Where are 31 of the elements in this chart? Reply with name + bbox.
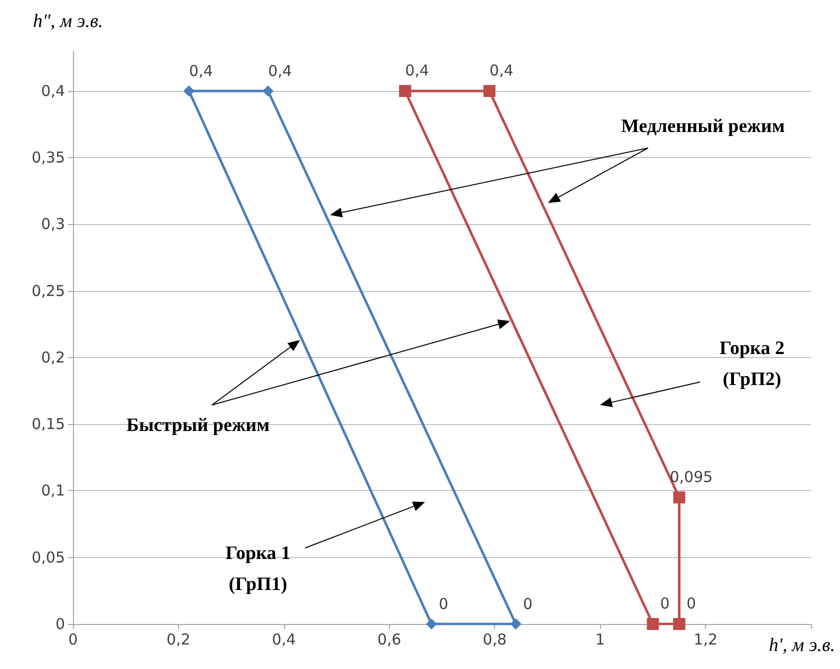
- y-tick-label: 0,25: [32, 282, 65, 300]
- data-label: 0: [523, 595, 533, 613]
- y-tick-label: 0,3: [41, 215, 65, 234]
- data-label: 0: [438, 595, 448, 613]
- data-label: 0,4: [268, 62, 292, 80]
- x-tick-label: 1: [595, 630, 605, 648]
- x-tick-label: 1,2: [694, 630, 718, 648]
- data-label: 0,095: [670, 468, 713, 486]
- y-tick-label: 0,2: [41, 348, 65, 366]
- x-tick-label: 0: [68, 630, 78, 648]
- data-label: 0: [686, 594, 696, 612]
- x-tick-label: 0,2: [166, 630, 190, 648]
- data-label: 0,4: [405, 61, 430, 80]
- data-label: 0: [660, 594, 670, 612]
- annotation: Горка 1 (ГрП1): [226, 543, 290, 596]
- data-label: 0,4: [490, 61, 514, 80]
- y-tick-label: 0,35: [32, 148, 65, 167]
- y-tick-label: 0: [55, 615, 65, 633]
- y-tick-label: 0,4: [41, 82, 65, 100]
- data-label: 0,4: [189, 62, 213, 80]
- x-axis-title: h', м э.в.: [768, 635, 835, 656]
- x-tick-label: 0,8: [482, 630, 507, 648]
- y-tick-label: 0,05: [32, 548, 65, 566]
- x-tick-label: 0,6: [377, 630, 402, 648]
- annotation: Медленный режим: [621, 116, 785, 138]
- y-tick-label: 0,1: [41, 482, 65, 500]
- annotation: Быстрый режим: [126, 415, 270, 436]
- y-tick-label: 0,15: [32, 415, 65, 434]
- x-tick-label: 0,4: [272, 630, 296, 648]
- y-axis-title: h", м э.в.: [33, 11, 103, 32]
- annotation: Горка 2 (ГрП2): [720, 338, 784, 390]
